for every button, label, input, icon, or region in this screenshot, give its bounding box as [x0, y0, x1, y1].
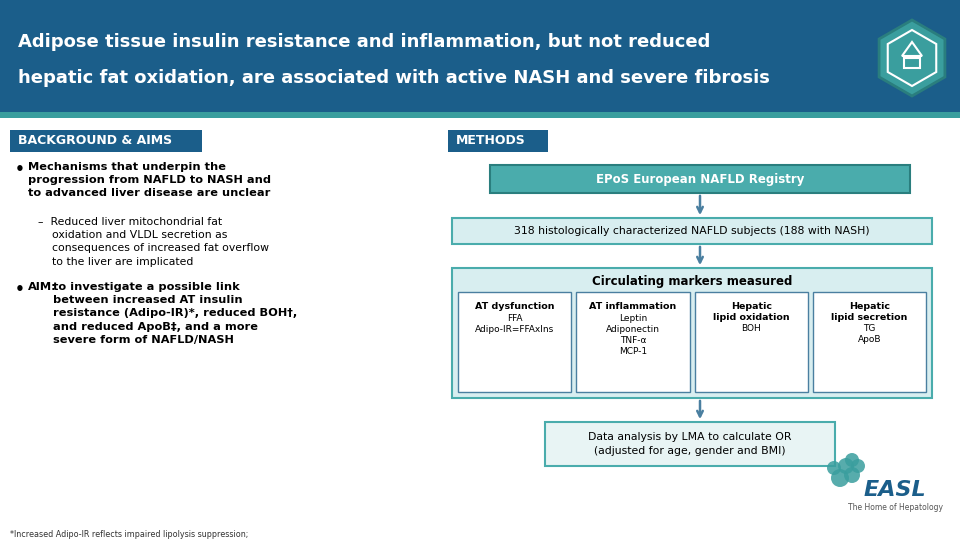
- Bar: [10, 130, 202, 152]
- Text: Leptin
Adiponectin
TNF-α
MCP-1: Leptin Adiponectin TNF-α MCP-1: [606, 314, 660, 356]
- Text: EPoS European NAFLD Registry: EPoS European NAFLD Registry: [596, 172, 804, 186]
- FancyBboxPatch shape: [576, 292, 689, 392]
- Text: hepatic fat oxidation, are associated with active NASH and severe fibrosis: hepatic fat oxidation, are associated wi…: [18, 69, 770, 87]
- Text: AT inflammation: AT inflammation: [589, 302, 677, 311]
- Circle shape: [851, 459, 865, 473]
- Text: BACKGROUND & AIMS: BACKGROUND & AIMS: [18, 134, 172, 147]
- FancyBboxPatch shape: [452, 268, 932, 398]
- Text: Hepatic
lipid secretion: Hepatic lipid secretion: [831, 302, 907, 322]
- Text: TG
ApoB: TG ApoB: [857, 324, 881, 344]
- Text: The Home of Hepatology: The Home of Hepatology: [848, 503, 943, 512]
- FancyBboxPatch shape: [452, 218, 932, 244]
- Polygon shape: [879, 20, 945, 96]
- Text: Mechanisms that underpin the
progression from NAFLD to NASH and
to advanced live: Mechanisms that underpin the progression…: [28, 162, 271, 198]
- Text: METHODS: METHODS: [456, 134, 526, 147]
- Text: BOH: BOH: [741, 324, 761, 333]
- Text: Hepatic
lipid oxidation: Hepatic lipid oxidation: [713, 302, 789, 322]
- Text: Adipose tissue insulin resistance and inflammation, but not reduced: Adipose tissue insulin resistance and in…: [18, 33, 710, 51]
- Text: Data analysis by LMA to calculate OR
(adjusted for age, gender and BMI): Data analysis by LMA to calculate OR (ad…: [588, 433, 792, 456]
- Bar: [0, 112, 960, 118]
- Bar: [904, 58, 920, 68]
- Circle shape: [838, 458, 854, 474]
- FancyBboxPatch shape: [813, 292, 926, 392]
- Text: •: •: [15, 162, 25, 177]
- FancyBboxPatch shape: [490, 165, 910, 193]
- Text: –  Reduced liver mitochondrial fat
    oxidation and VLDL secretion as
    conse: – Reduced liver mitochondrial fat oxidat…: [38, 217, 269, 267]
- Text: AT dysfunction: AT dysfunction: [475, 302, 554, 311]
- Circle shape: [844, 467, 860, 483]
- Text: to investigate a possible link
between increased AT insulin
resistance (Adipo-IR: to investigate a possible link between i…: [53, 282, 298, 345]
- Circle shape: [831, 469, 849, 487]
- Bar: [448, 130, 548, 152]
- Text: *Increased Adipo-IR reflects impaired lipolysis suppression;
†Reduced BOH reflec: *Increased Adipo-IR reflects impaired li…: [10, 530, 249, 540]
- Text: AIM:: AIM:: [28, 282, 57, 292]
- FancyBboxPatch shape: [545, 422, 835, 466]
- Circle shape: [827, 461, 841, 475]
- FancyBboxPatch shape: [694, 292, 807, 392]
- Text: 318 histologically characterized NAFLD subjects (188 with NASH): 318 histologically characterized NAFLD s…: [515, 226, 870, 236]
- FancyBboxPatch shape: [458, 292, 571, 392]
- Text: Circulating markers measured: Circulating markers measured: [591, 275, 792, 288]
- Text: EASL: EASL: [864, 480, 926, 500]
- Text: FFA
Adipo-IR=FFAxIns: FFA Adipo-IR=FFAxIns: [475, 314, 554, 334]
- Bar: [0, 0, 960, 115]
- Text: •: •: [15, 282, 25, 297]
- Circle shape: [845, 453, 859, 467]
